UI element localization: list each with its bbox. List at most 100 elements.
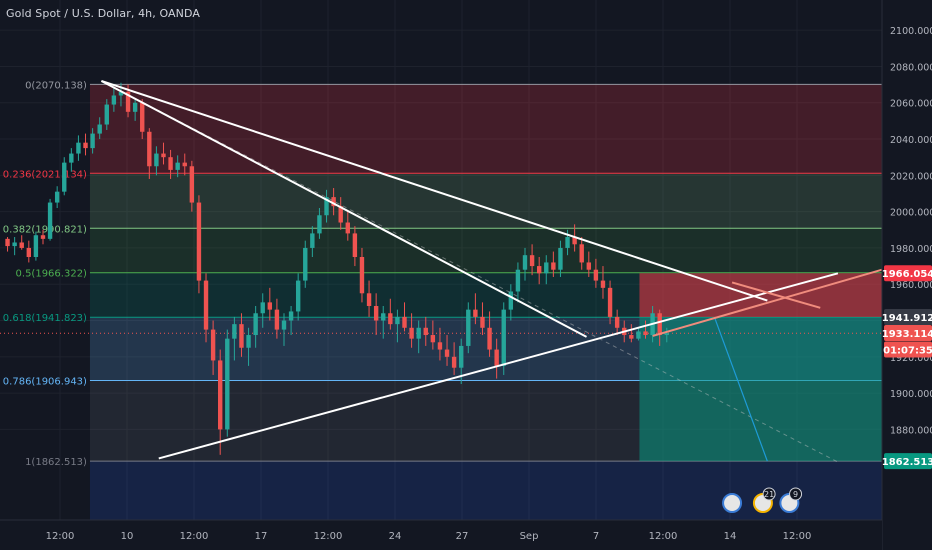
candle-body	[551, 262, 556, 270]
candle-body	[501, 309, 506, 366]
price-label-tag	[884, 453, 932, 470]
price-label-text: 1862.513	[882, 457, 932, 468]
candle-body	[402, 316, 407, 328]
candle-body	[111, 95, 117, 105]
candle-body	[26, 247, 32, 257]
candle-body	[104, 104, 109, 125]
candle-body	[246, 335, 251, 348]
candle-body	[168, 157, 173, 170]
price-label-tag	[884, 341, 932, 358]
price-label-tag	[884, 265, 932, 282]
fib-level-label: 0.786(1906.943)	[3, 377, 87, 388]
candle-body	[664, 333, 669, 336]
candle-body	[657, 313, 662, 336]
price-tick-label: 1920.000	[890, 353, 932, 364]
candle-body	[565, 237, 570, 248]
candle-body	[125, 91, 131, 112]
candle-body	[182, 162, 187, 167]
candle-body	[444, 349, 450, 357]
candle-body	[33, 235, 39, 257]
time-tick-label: 12:00	[314, 531, 343, 542]
fib-level-label: 0(2070.138)	[25, 80, 87, 91]
time-tick-label: Sep	[520, 531, 539, 542]
candle-body	[494, 349, 499, 366]
price-tick-label: 2100.000	[890, 26, 932, 37]
candle-body	[572, 237, 577, 245]
time-tick-label: 14	[724, 531, 737, 542]
candle-body	[281, 320, 287, 330]
candle-body	[196, 202, 202, 281]
candle-body	[352, 233, 358, 257]
time-tick-label: 10	[121, 531, 134, 542]
candle-body	[629, 335, 634, 339]
price-label-text: 1966.054	[882, 269, 932, 280]
price-label-tag	[884, 309, 932, 326]
time-tick-label: 17	[255, 531, 268, 542]
candle-body	[288, 311, 294, 321]
candle-body	[12, 242, 17, 247]
candle-body	[324, 197, 329, 216]
candle-body	[579, 244, 584, 263]
candle-body	[558, 247, 563, 270]
time-tick-label: 27	[456, 531, 469, 542]
price-tick-label: 2020.000	[890, 171, 932, 182]
trendline	[158, 272, 839, 460]
projection-line	[101, 80, 839, 463]
event-count-badge	[789, 487, 803, 501]
price-tick-label: 1960.000	[890, 280, 932, 291]
price-tick-label: 2000.000	[890, 208, 932, 219]
candle-body	[515, 269, 521, 292]
price-tick-label: 1980.000	[890, 244, 932, 255]
price-tick-label: 1880.000	[890, 425, 932, 436]
position-target-zone	[639, 317, 882, 462]
candle-body	[459, 345, 464, 368]
candle-body	[607, 287, 613, 317]
candle-body	[636, 331, 641, 339]
candle-body	[203, 280, 209, 330]
candle-body	[466, 309, 471, 346]
candle-body	[175, 162, 180, 170]
candle-body	[487, 327, 492, 350]
candle-body	[232, 324, 237, 339]
price-tick-label: 2060.000	[890, 99, 932, 110]
candle-body	[643, 331, 648, 336]
candle-body	[310, 233, 315, 248]
candle-body	[62, 162, 67, 192]
candle-body	[225, 338, 230, 430]
trendline-extension	[731, 281, 821, 309]
candle-body	[267, 302, 273, 310]
candle-body	[423, 327, 428, 336]
candle-body	[359, 257, 365, 294]
candle-body	[395, 316, 400, 325]
fib-level-label: 0.5(1966.322)	[16, 269, 88, 280]
candle-body	[338, 206, 343, 223]
trendline	[100, 80, 587, 338]
price-tick-label: 2040.000	[890, 135, 932, 146]
candle-body	[373, 306, 379, 321]
candle-body	[140, 102, 145, 132]
candle-body	[97, 124, 102, 134]
candle-body	[90, 133, 95, 149]
chart-title: Gold Spot / U.S. Dollar, 4h, OANDA	[6, 7, 200, 20]
fib-zone	[89, 84, 883, 174]
fib-level-label: 0.618(1941.823)	[3, 313, 87, 324]
candle-body	[118, 91, 124, 96]
time-tick-label: 12:00	[783, 531, 812, 542]
candle-body	[430, 335, 436, 343]
candle-body	[83, 142, 88, 149]
price-label-text: 01:07:35	[883, 346, 932, 357]
candle-body	[260, 302, 265, 314]
price-label-tag	[884, 325, 932, 342]
candle-body	[317, 215, 322, 234]
price-tick-label: 1900.000	[890, 389, 932, 400]
event-count-label: 21	[764, 490, 774, 499]
trendline	[101, 80, 768, 302]
candle-body	[154, 153, 159, 167]
time-axis	[0, 520, 882, 550]
candle-body	[544, 262, 549, 274]
time-tick-label: 12:00	[180, 531, 209, 542]
candle-body	[593, 269, 599, 281]
candle-body	[529, 255, 535, 267]
candle-body	[147, 131, 152, 167]
